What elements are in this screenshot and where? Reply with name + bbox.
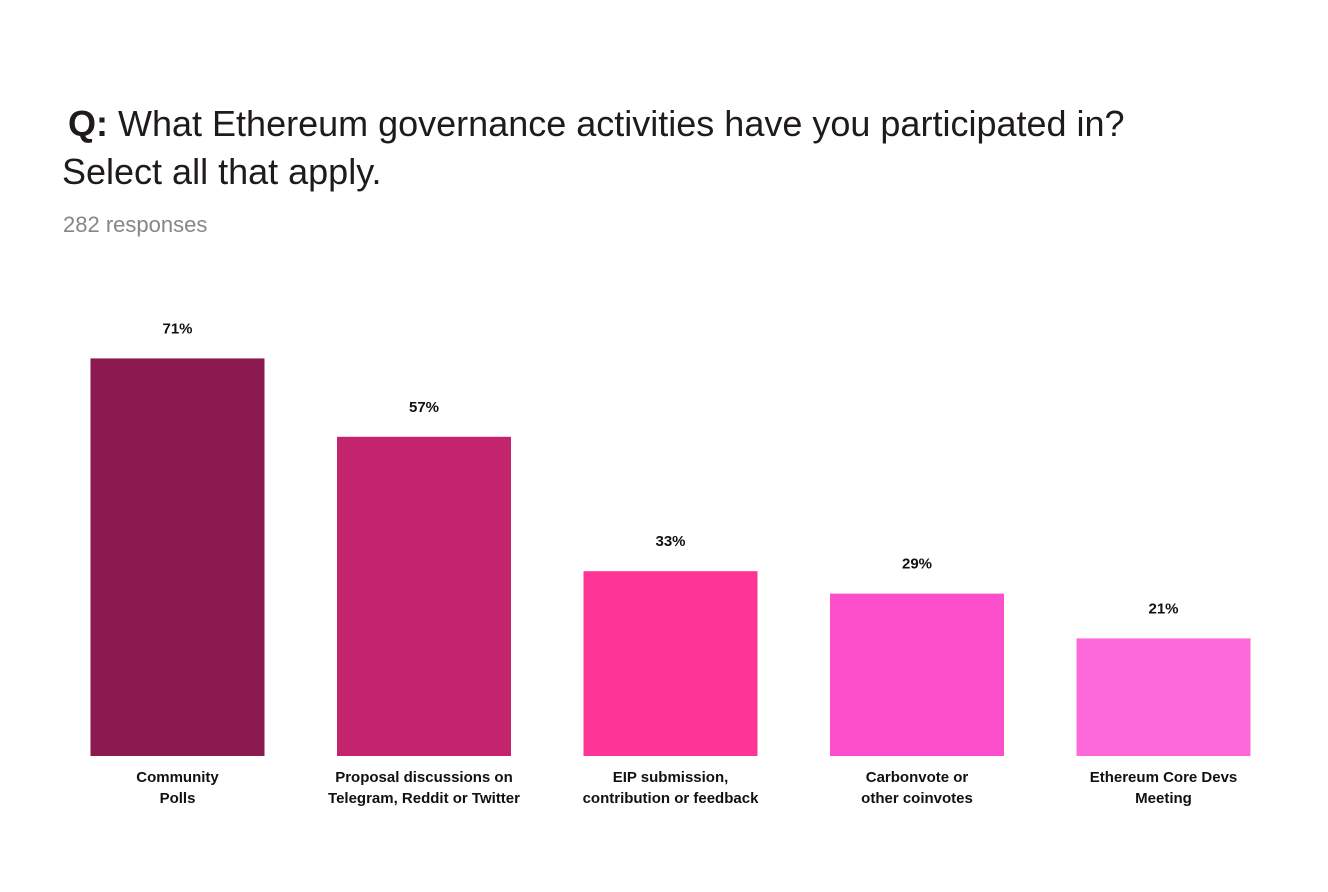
category-label-3-line-1: EIP submission, xyxy=(613,769,729,786)
value-label-4: 29% xyxy=(902,556,932,573)
value-label-3: 33% xyxy=(655,533,685,550)
category-label-5-line-1: Ethereum Core Devs xyxy=(1090,769,1238,786)
category-label-4-line-1: Carbonvote or xyxy=(866,769,969,786)
question-title: Q: What Ethereum governance activities h… xyxy=(62,100,1262,196)
bar-5 xyxy=(1076,638,1251,756)
value-label-2: 57% xyxy=(409,399,439,416)
category-label-2: Proposal discussions on Telegram, Reddit … xyxy=(328,769,520,807)
category-label-4: Carbonvote or other coinvotes xyxy=(861,769,973,807)
category-label-1-line-2: Polls xyxy=(160,790,196,807)
response-count: 282 responses xyxy=(63,212,208,237)
bar-2 xyxy=(337,436,511,756)
category-label-5-line-2: Meeting xyxy=(1135,790,1192,807)
category-label-2-line-2: Telegram, Reddit or Twitter xyxy=(328,790,520,807)
category-label-1-line-1: Community xyxy=(136,769,219,786)
bar-1 xyxy=(90,358,265,756)
question-line-2: Select all that apply. xyxy=(62,151,382,192)
category-label-5: Ethereum Core Devs Meeting xyxy=(1090,769,1238,807)
category-label-3: EIP submission, contribution or feedback xyxy=(583,769,760,807)
question-prefix: Q: xyxy=(68,103,108,144)
bar-3 xyxy=(583,571,758,756)
question-line-1: What Ethereum governance activities have… xyxy=(118,103,1125,144)
value-label-5: 21% xyxy=(1148,600,1178,617)
bar-4 xyxy=(830,593,1004,756)
category-label-2-line-1: Proposal discussions on xyxy=(335,769,513,786)
category-label-4-line-2: other coinvotes xyxy=(861,790,973,807)
category-label-1: Community Polls xyxy=(136,769,219,807)
category-label-3-line-2: contribution or feedback xyxy=(583,790,760,807)
value-label-1: 71% xyxy=(162,320,192,337)
